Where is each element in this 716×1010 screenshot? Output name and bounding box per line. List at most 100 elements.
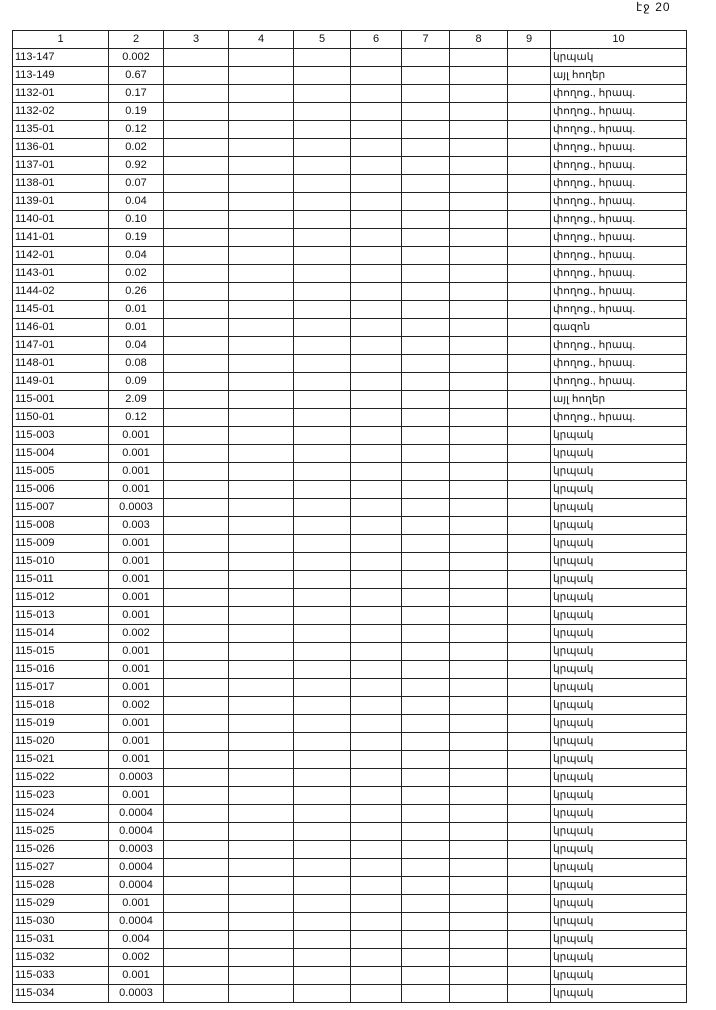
table-row: 115-020 0.001 կրպակ (12, 732, 687, 751)
parcel-id: 115-014 (12, 624, 109, 643)
table-body: 113-147 0.002 կրպակ 113-149 0.67 այլ հողեր 113… (12, 48, 687, 1003)
empty-cell (507, 48, 551, 67)
area-value: 0.001 (108, 534, 164, 553)
empty-cell (507, 804, 551, 823)
page-number: էջ 20 (636, 0, 671, 14)
empty-cell (507, 120, 551, 139)
table-row: 115-004 0.001 կրպակ (12, 444, 687, 463)
area-value: 0.19 (108, 102, 164, 121)
land-use: փողոց., հրապ. (550, 246, 687, 265)
empty-cell (228, 642, 294, 661)
empty-cell (350, 732, 402, 751)
parcel-id: 115-020 (12, 732, 109, 751)
empty-cell (449, 552, 508, 571)
area-value: 0.0003 (108, 840, 164, 859)
table-row: 1140-01 0.10 փողոց., հրապ. (12, 210, 687, 229)
empty-cell (293, 102, 351, 121)
empty-cell (449, 624, 508, 643)
empty-cell (163, 624, 229, 643)
land-use: կրպակ (550, 552, 687, 571)
area-value: 0.0004 (108, 822, 164, 841)
area-value: 0.0004 (108, 804, 164, 823)
empty-cell (401, 498, 450, 517)
parcel-id: 115-032 (12, 948, 109, 967)
empty-cell (228, 858, 294, 877)
empty-cell (228, 876, 294, 895)
empty-cell (350, 282, 402, 301)
empty-cell (163, 912, 229, 931)
empty-cell (350, 246, 402, 265)
empty-cell (401, 246, 450, 265)
empty-cell (350, 444, 402, 463)
column-header: 7 (401, 30, 450, 49)
empty-cell (350, 138, 402, 157)
table-row: 1147-01 0.04 փողոց., հրապ. (12, 336, 687, 355)
table-row: 1148-01 0.08 փողոց., հրապ. (12, 354, 687, 373)
empty-cell (293, 552, 351, 571)
empty-cell (449, 714, 508, 733)
empty-cell (163, 318, 229, 337)
table-row: 115-018 0.002 կրպակ (12, 696, 687, 715)
empty-cell (449, 444, 508, 463)
empty-cell (163, 354, 229, 373)
land-use: կրպակ (550, 480, 687, 499)
column-header: 1 (12, 30, 109, 49)
empty-cell (401, 930, 450, 949)
parcel-id: 115-010 (12, 552, 109, 571)
empty-cell (293, 750, 351, 769)
empty-cell (449, 246, 508, 265)
parcel-id: 1149-01 (12, 372, 109, 391)
empty-cell (293, 372, 351, 391)
area-value: 0.02 (108, 264, 164, 283)
empty-cell (163, 102, 229, 121)
parcel-id: 1143-01 (12, 264, 109, 283)
table-row: 113-147 0.002 կրպակ (12, 48, 687, 67)
land-use: փողոց., հրապ. (550, 156, 687, 175)
empty-cell (401, 912, 450, 931)
land-use: կրպակ (550, 426, 687, 445)
land-use: կրպակ (550, 498, 687, 517)
empty-cell (293, 48, 351, 67)
table-row: 115-029 0.001 կրպակ (12, 894, 687, 913)
parcel-id: 115-019 (12, 714, 109, 733)
parcel-id: 115-009 (12, 534, 109, 553)
parcel-id: 1139-01 (12, 192, 109, 211)
empty-cell (449, 570, 508, 589)
table-row: 1141-01 0.19 փողոց., հրապ. (12, 228, 687, 247)
empty-cell (163, 678, 229, 697)
empty-cell (163, 408, 229, 427)
empty-cell (401, 138, 450, 157)
empty-cell (163, 210, 229, 229)
land-use: կրպակ (550, 588, 687, 607)
empty-cell (163, 462, 229, 481)
table-row: 115-013 0.001 կրպակ (12, 606, 687, 625)
land-use: կրպակ (550, 930, 687, 949)
empty-cell (449, 840, 508, 859)
empty-cell (293, 156, 351, 175)
empty-cell (350, 390, 402, 409)
empty-cell (449, 174, 508, 193)
table-row: 115-015 0.001 կրպակ (12, 642, 687, 661)
table-row: 115-030 0.0004 կրպակ (12, 912, 687, 931)
empty-cell (228, 120, 294, 139)
empty-cell (293, 228, 351, 247)
empty-cell (507, 750, 551, 769)
area-value: 0.002 (108, 948, 164, 967)
empty-cell (228, 768, 294, 787)
table-row: 115-022 0.0003 կրպակ (12, 768, 687, 787)
empty-cell (449, 228, 508, 247)
column-header: 5 (293, 30, 351, 49)
empty-cell (293, 966, 351, 985)
land-use: կրպակ (550, 678, 687, 697)
empty-cell (449, 804, 508, 823)
empty-cell (401, 642, 450, 661)
table-row: 1132-02 0.19 փողոց., հրապ. (12, 102, 687, 121)
empty-cell (163, 660, 229, 679)
column-header: 3 (163, 30, 229, 49)
table-row: 1139-01 0.04 փողոց., հրապ. (12, 192, 687, 211)
empty-cell (228, 660, 294, 679)
empty-cell (449, 282, 508, 301)
empty-cell (228, 804, 294, 823)
empty-cell (293, 282, 351, 301)
land-use: փողոց., հրապ. (550, 192, 687, 211)
